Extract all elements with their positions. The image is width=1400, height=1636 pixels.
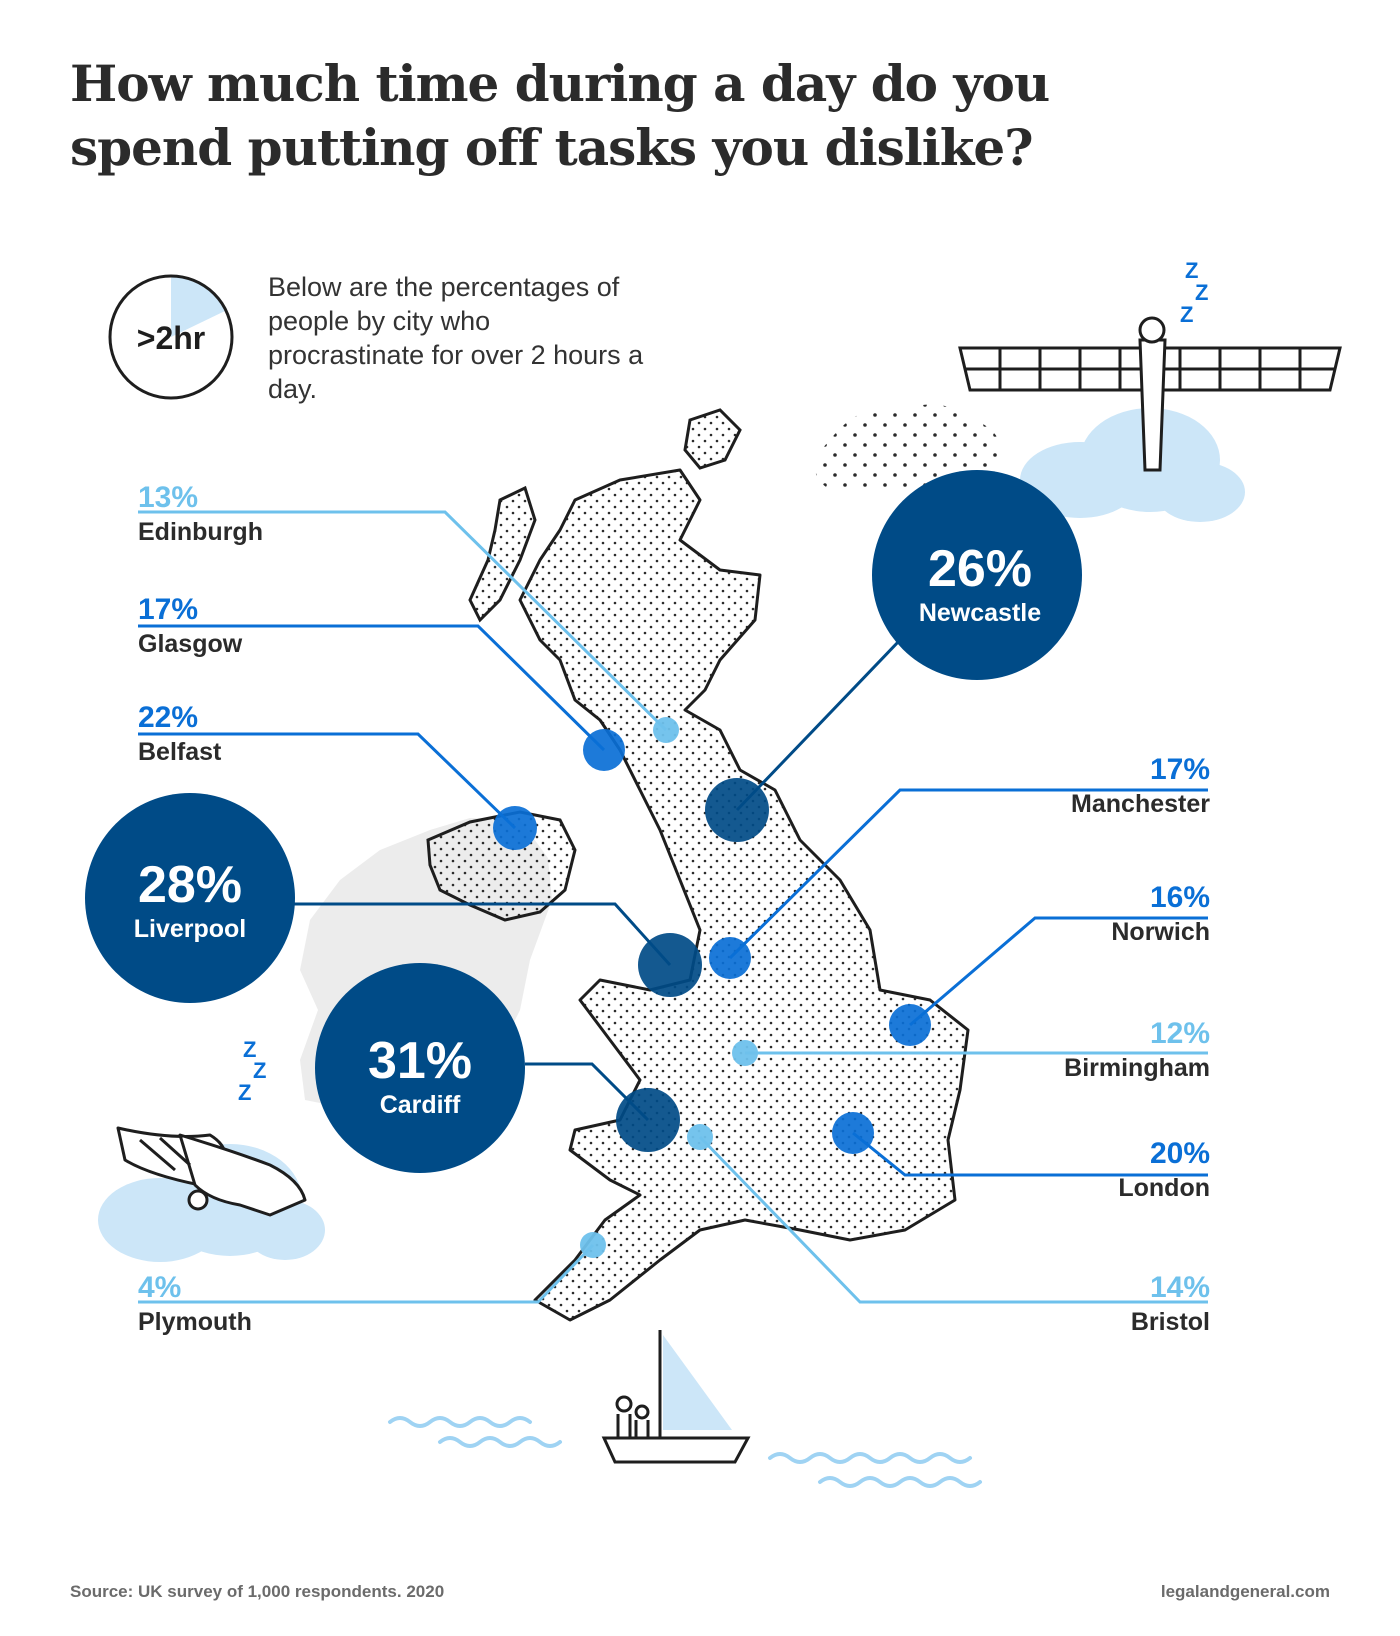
svg-text:Z: Z (253, 1058, 266, 1083)
leader-line-norwich (909, 916, 1208, 1027)
svg-text:Z: Z (1195, 280, 1208, 305)
city-label-norwich: 16% Norwich (950, 880, 1210, 948)
leader-line-glasgow (138, 624, 606, 752)
svg-text:Z: Z (243, 1037, 256, 1062)
city-label-birmingham: 12% Birmingham (950, 1016, 1210, 1084)
sleeping-dragon-icon (116, 1126, 307, 1217)
city-name: Bristol (1130, 1308, 1210, 1336)
city-marker-london (832, 1112, 874, 1154)
zzz-icon: Z Z Z (1180, 258, 1208, 327)
city-marker-glasgow (583, 729, 625, 771)
city-percent: 20% (1149, 1137, 1210, 1170)
city-marker-manchester (709, 937, 751, 979)
city-name: Plymouth (138, 1308, 252, 1336)
leader-line-london (852, 1131, 1208, 1177)
city-marker-newcastle (705, 778, 769, 842)
city-name: Cardiff (379, 1091, 461, 1119)
dotted-cloud (815, 404, 1003, 490)
highlight-label-liverpool: 28% Liverpool (90, 856, 290, 944)
city-percent: 26% (927, 540, 1033, 598)
city-name: London (1118, 1174, 1210, 1202)
leader-line-belfast (138, 732, 517, 830)
leader-line-plymouth (138, 1243, 595, 1304)
leader-line-manchester (728, 788, 1208, 960)
orkney-shape (683, 408, 742, 470)
leader-line-edinburgh (138, 510, 668, 732)
city-marker-birmingham (732, 1040, 758, 1066)
city-marker-norwich (889, 1004, 931, 1046)
legend-description: Below are the percentages of people by c… (268, 272, 644, 404)
city-percent: 16% (1149, 881, 1210, 914)
hebrides-shape (468, 485, 537, 623)
city-name: Manchester (1071, 790, 1210, 818)
city-name: Newcastle (918, 599, 1042, 627)
city-name: Birmingham (1064, 1054, 1210, 1082)
site-link[interactable]: legalandgeneral.com (1160, 1582, 1330, 1601)
clock-icon: >2hr (108, 274, 234, 400)
leader-line-newcastle (735, 638, 902, 812)
city-name: Edinburgh (138, 518, 263, 546)
sailboat-icon (601, 1330, 751, 1464)
city-label-london: 20% London (950, 1136, 1210, 1204)
highlight-circles (85, 470, 1082, 1173)
wave-icon (388, 1416, 982, 1488)
city-percent: 31% (367, 1032, 473, 1090)
city-marker-liverpool (638, 933, 702, 997)
city-percent: 17% (138, 593, 199, 626)
city-label-edinburgh: 13% Edinburgh (138, 480, 398, 548)
city-label-manchester: 17% Manchester (950, 752, 1210, 820)
city-percent: 13% (138, 481, 199, 514)
city-markers (493, 717, 931, 1258)
city-percent: 14% (1149, 1271, 1210, 1304)
zzz-icon: Z Z Z (238, 1037, 266, 1105)
city-percent: 4% (138, 1271, 182, 1304)
city-label-glasgow: 17% Glasgow (138, 592, 398, 660)
svg-text:Z: Z (1180, 302, 1193, 327)
city-marker-belfast (493, 806, 537, 850)
highlight-circle-cardiff (315, 963, 525, 1173)
city-marker-plymouth (580, 1232, 606, 1258)
highlight-label-newcastle: 26% Newcastle (880, 540, 1080, 628)
city-marker-edinburgh (653, 717, 679, 743)
angel-of-the-north-icon (958, 316, 1342, 472)
source-note: Source: UK survey of 1,000 respondents. … (70, 1582, 445, 1601)
leader-line-bristol (698, 1135, 1208, 1304)
highlight-circle-newcastle (872, 470, 1082, 680)
leader-lines (138, 510, 1208, 1304)
svg-text:Z: Z (238, 1080, 251, 1105)
city-label-plymouth: 4% Plymouth (138, 1270, 398, 1338)
highlight-circle-liverpool (85, 793, 295, 1003)
city-name: Norwich (1111, 918, 1210, 946)
city-marker-cardiff (616, 1088, 680, 1152)
city-label-bristol: 14% Bristol (950, 1270, 1210, 1338)
city-name: Liverpool (133, 915, 247, 943)
city-name: Belfast (138, 738, 222, 766)
legend-badge-label: >2hr (137, 320, 205, 356)
city-marker-bristol (687, 1124, 713, 1150)
city-percent: 28% (137, 856, 243, 914)
city-percent: 22% (138, 701, 199, 734)
svg-text:Z: Z (1185, 258, 1198, 283)
city-percent: 17% (1149, 753, 1210, 786)
page-title: How much time during a day do you spend … (70, 54, 1050, 177)
highlight-label-cardiff: 31% Cardiff (320, 1032, 520, 1120)
city-name: Glasgow (138, 630, 243, 658)
city-label-belfast: 22% Belfast (138, 700, 398, 768)
city-percent: 12% (1149, 1017, 1210, 1050)
